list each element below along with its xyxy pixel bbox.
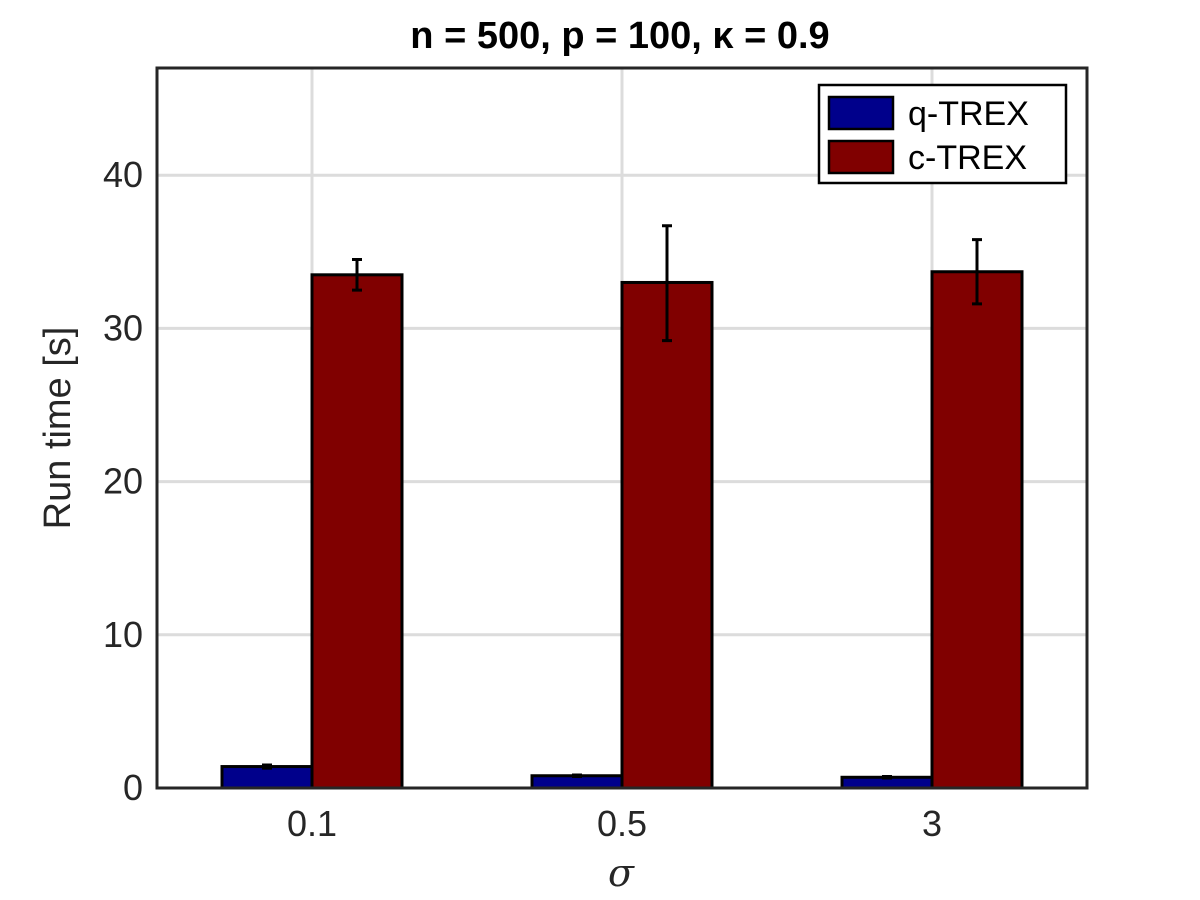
x-axis-label: σ bbox=[608, 851, 635, 895]
y-tick-labels: 0 10 20 30 40 bbox=[103, 154, 143, 808]
error-bar-q-trex bbox=[572, 773, 582, 779]
legend-swatch-q-trex bbox=[827, 95, 895, 131]
x-tick-labels: 0.1 0.5 3 bbox=[287, 803, 942, 844]
legend: q-TREX c-TREX bbox=[817, 83, 1068, 185]
legend-label-q-trex: q-TREX bbox=[908, 95, 1029, 133]
error-bar-q-trex bbox=[882, 775, 892, 780]
error-bar-c-trex bbox=[662, 224, 672, 343]
legend-label-c-trex: c-TREX bbox=[908, 139, 1027, 177]
bar-c-trex bbox=[930, 270, 1024, 790]
chart-title: n = 500, p = 100, κ = 0.9 bbox=[410, 15, 829, 57]
x-tick-label: 0.5 bbox=[597, 803, 647, 844]
x-tick-label: 3 bbox=[922, 803, 942, 844]
error-bar-q-trex bbox=[262, 763, 272, 770]
bar-q-trex bbox=[220, 765, 314, 790]
bar-c-trex bbox=[310, 273, 404, 790]
error-bars bbox=[262, 224, 982, 780]
y-tick-label: 30 bbox=[103, 307, 143, 348]
y-tick-label: 10 bbox=[103, 614, 143, 655]
bar-c-trex bbox=[620, 280, 714, 790]
bars bbox=[220, 270, 1024, 790]
y-tick-label: 0 bbox=[123, 767, 143, 808]
y-tick-label: 20 bbox=[103, 461, 143, 502]
legend-swatch-c-trex bbox=[827, 139, 895, 175]
y-tick-label: 40 bbox=[103, 154, 143, 195]
x-tick-label: 0.1 bbox=[287, 803, 337, 844]
error-bar-c-trex bbox=[972, 238, 982, 306]
error-bar-c-trex bbox=[352, 257, 362, 292]
plot-frame bbox=[155, 66, 1089, 790]
y-axis-label: Run time [s] bbox=[37, 327, 79, 530]
